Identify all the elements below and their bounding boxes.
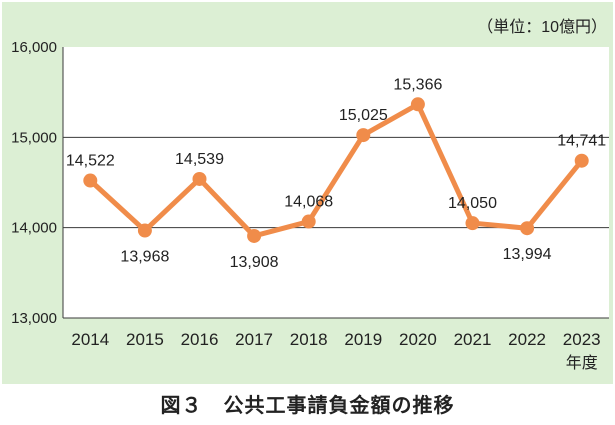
x-tick-label: 2017 <box>235 330 273 349</box>
data-point <box>247 228 262 243</box>
x-tick-label: 2014 <box>71 330 109 349</box>
figure-caption: 図３ 公共工事請負金額の推移 <box>160 393 455 417</box>
data-point <box>301 214 316 229</box>
data-label: 15,366 <box>393 76 442 93</box>
data-point <box>192 171 207 186</box>
unit-label: （単位：10億円） <box>477 18 607 36</box>
y-tick-label: 14,000 <box>11 220 57 237</box>
x-tick-label: 2022 <box>508 330 546 349</box>
data-point <box>356 128 371 143</box>
x-tick-label: 2018 <box>290 330 328 349</box>
data-point <box>465 216 480 231</box>
y-tick-label: 15,000 <box>11 129 57 146</box>
series-line <box>87 101 585 239</box>
x-tick-label: 2019 <box>344 330 382 349</box>
x-tick-label: 2021 <box>454 330 492 349</box>
y-tick-label: 13,000 <box>11 310 57 327</box>
data-point <box>83 173 98 188</box>
x-tick-label: 2020 <box>399 330 437 349</box>
x-tick-label: 2023 <box>563 330 601 349</box>
data-label: 14,522 <box>66 153 115 170</box>
line-chart: 13,000 14,000 15,000 16,000 2014 2015 2016 2017… <box>11 18 609 372</box>
data-point <box>137 223 152 238</box>
data-label: 14,068 <box>284 194 333 211</box>
data-point <box>410 97 425 112</box>
x-axis-label: 年度 <box>566 354 598 372</box>
x-tick-label: 2015 <box>126 330 164 349</box>
y-tick-label: 16,000 <box>11 39 57 56</box>
data-label: 15,025 <box>339 107 388 124</box>
data-label: 14,741 <box>557 133 606 150</box>
data-label: 14,050 <box>448 195 497 212</box>
x-tick-label: 2016 <box>181 330 219 349</box>
chart-panel: 13,000 14,000 15,000 16,000 2014 2015 2016 2017… <box>2 2 613 384</box>
data-label: 13,968 <box>120 249 169 266</box>
data-label: 13,908 <box>230 254 279 271</box>
data-point <box>574 153 589 168</box>
data-label: 13,994 <box>503 246 552 263</box>
data-label: 14,539 <box>175 151 224 168</box>
data-point <box>520 221 535 236</box>
